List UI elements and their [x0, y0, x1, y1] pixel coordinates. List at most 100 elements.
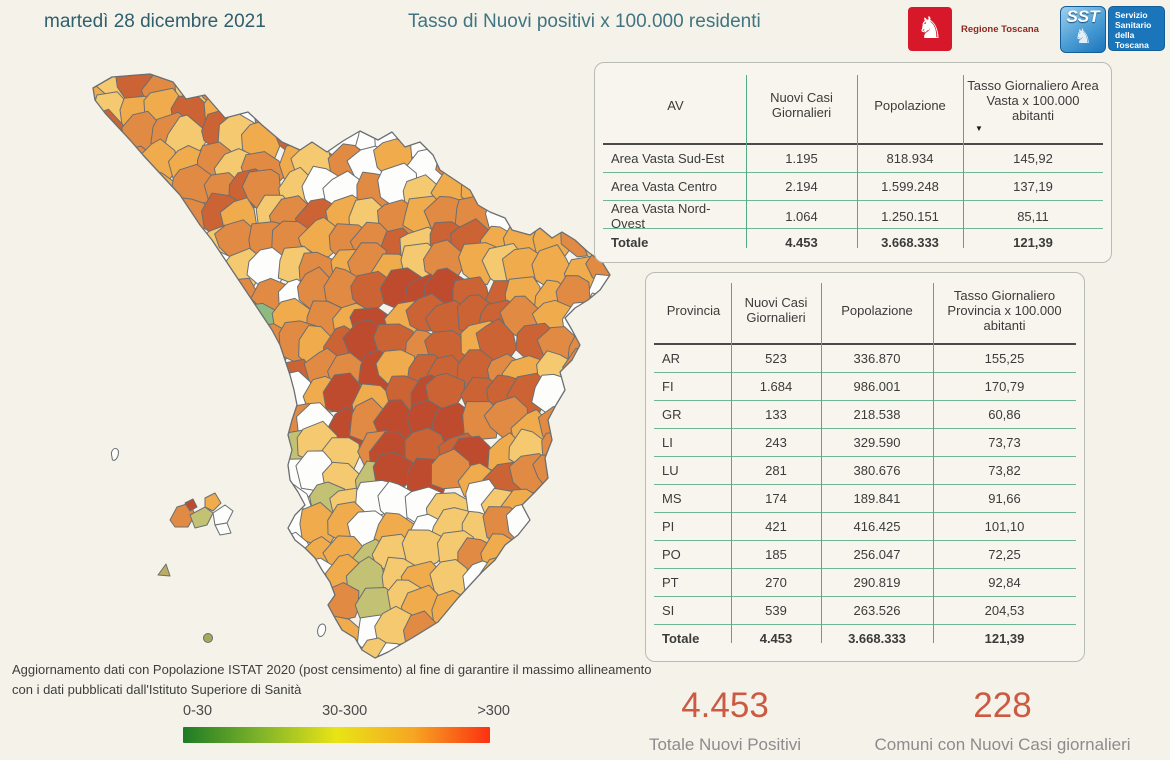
municipality-cell[interactable]	[215, 538, 259, 581]
municipality-cell[interactable]	[147, 223, 194, 265]
municipality-cell[interactable]	[243, 431, 286, 473]
municipality-cell[interactable]	[151, 609, 196, 652]
municipality-cell[interactable]	[429, 92, 471, 135]
municipality-cell[interactable]	[140, 401, 181, 445]
municipality-cell[interactable]	[436, 613, 476, 656]
municipality-cell[interactable]	[147, 55, 190, 77]
municipality-cell[interactable]	[121, 221, 166, 262]
municipality-cell[interactable]	[588, 451, 620, 494]
municipality-cell[interactable]	[577, 380, 620, 423]
municipality-cell[interactable]	[198, 556, 240, 599]
municipality-cell[interactable]	[55, 389, 75, 425]
municipality-cell[interactable]	[72, 588, 110, 631]
municipality-cell[interactable]	[503, 121, 545, 160]
municipality-cell[interactable]	[94, 325, 134, 367]
municipality-cell[interactable]	[152, 533, 192, 577]
municipality-cell[interactable]	[68, 270, 111, 313]
municipality-cell[interactable]	[213, 581, 261, 624]
municipality-cell[interactable]	[227, 487, 269, 530]
municipality-cell[interactable]	[248, 458, 289, 502]
municipality-cell[interactable]	[542, 69, 581, 111]
municipality-cell[interactable]	[192, 275, 236, 318]
municipality-cell[interactable]	[373, 61, 421, 101]
municipality-cell[interactable]	[144, 296, 186, 339]
municipality-cell[interactable]	[55, 567, 78, 605]
municipality-cell[interactable]	[376, 89, 418, 133]
municipality-cell[interactable]	[93, 537, 138, 582]
municipality-cell[interactable]	[55, 296, 82, 338]
municipality-cell[interactable]	[174, 386, 217, 425]
municipality-cell[interactable]	[114, 579, 162, 620]
table-row[interactable]: LI 243 329.590 73,73	[654, 429, 1076, 457]
municipality-cell[interactable]	[117, 513, 158, 551]
municipality-cell[interactable]	[65, 381, 108, 424]
municipality-cell[interactable]	[70, 450, 114, 497]
column-header-nuovi-casi[interactable]: Nuovi Casi Giornalieri	[744, 295, 808, 325]
column-header-provincia[interactable]: Provincia	[666, 302, 721, 318]
municipality-cell[interactable]	[449, 90, 494, 135]
municipality-cell[interactable]	[144, 356, 187, 399]
municipality-cell[interactable]	[224, 619, 267, 662]
municipality-cell[interactable]	[149, 201, 189, 239]
municipality-cell[interactable]	[229, 500, 273, 546]
municipality-cell[interactable]	[55, 202, 77, 244]
municipality-cell[interactable]	[175, 301, 217, 343]
municipality-cell[interactable]	[69, 142, 115, 186]
municipality-cell[interactable]	[216, 55, 259, 80]
table-row[interactable]: PO 185 256.047 72,25	[654, 541, 1076, 569]
municipality-cell[interactable]	[587, 558, 620, 605]
municipality-cell[interactable]	[55, 170, 90, 213]
municipality-cell[interactable]	[166, 399, 207, 438]
municipality-cell[interactable]	[330, 55, 374, 80]
municipality-cell[interactable]	[358, 55, 403, 78]
table-row[interactable]: Area Vasta Centro 2.194 1.599.248 137,19	[603, 173, 1103, 201]
municipality-cell[interactable]	[477, 594, 521, 634]
municipality-cell[interactable]	[582, 590, 620, 633]
municipality-cell[interactable]	[477, 91, 523, 132]
table-row[interactable]: GR 133 218.538 60,86	[654, 401, 1076, 429]
municipality-cell[interactable]	[62, 302, 107, 346]
municipality-cell[interactable]	[55, 462, 82, 506]
municipality-cell[interactable]	[273, 610, 313, 655]
municipality-cell[interactable]	[92, 611, 133, 657]
municipality-cell[interactable]	[123, 193, 169, 237]
municipality-cell[interactable]	[540, 177, 581, 218]
municipality-cell[interactable]	[68, 346, 108, 390]
municipality-cell[interactable]	[70, 322, 109, 367]
municipality-cell[interactable]	[55, 55, 74, 74]
municipality-cell[interactable]	[565, 587, 610, 630]
municipality-cell[interactable]	[227, 405, 274, 449]
municipality-cell[interactable]	[504, 149, 547, 191]
municipality-cell[interactable]	[55, 591, 86, 629]
municipality-cell[interactable]	[93, 565, 133, 604]
municipality-cell[interactable]	[55, 434, 83, 477]
municipality-cell[interactable]	[373, 55, 412, 79]
municipality-cell[interactable]	[72, 611, 113, 653]
municipality-cell[interactable]	[507, 96, 549, 137]
municipality-cell[interactable]	[117, 425, 164, 464]
municipality-cell[interactable]	[117, 353, 156, 393]
municipality-cell[interactable]	[230, 345, 269, 393]
municipality-cell[interactable]	[143, 271, 181, 316]
municipality-cell[interactable]	[93, 273, 137, 318]
table-row[interactable]: Area Vasta Nord-Ovest 1.064 1.250.151 85,11	[603, 201, 1103, 231]
municipality-cell[interactable]	[171, 558, 208, 601]
municipality-cell[interactable]	[119, 453, 164, 498]
municipality-cell[interactable]	[409, 95, 450, 142]
municipality-cell[interactable]	[459, 607, 499, 650]
municipality-cell[interactable]	[587, 402, 620, 447]
municipality-cell[interactable]	[246, 69, 293, 108]
municipality-cell[interactable]	[87, 175, 129, 222]
municipality-cell[interactable]	[552, 513, 593, 558]
municipality-cell[interactable]	[55, 350, 87, 391]
column-header-tasso[interactable]: Tasso Giornaliero Provincia x 100.000 ab…	[947, 287, 1062, 333]
municipality-cell[interactable]	[68, 217, 110, 262]
municipality-cell[interactable]	[505, 502, 548, 543]
tuscan-islands[interactable]	[111, 448, 327, 643]
municipality-cell[interactable]	[95, 195, 141, 236]
municipality-cell[interactable]	[318, 582, 360, 623]
municipality-cell[interactable]	[91, 581, 135, 624]
municipality-cell[interactable]	[55, 123, 86, 168]
municipality-cell[interactable]	[302, 85, 347, 130]
municipality-cell[interactable]	[122, 381, 167, 422]
